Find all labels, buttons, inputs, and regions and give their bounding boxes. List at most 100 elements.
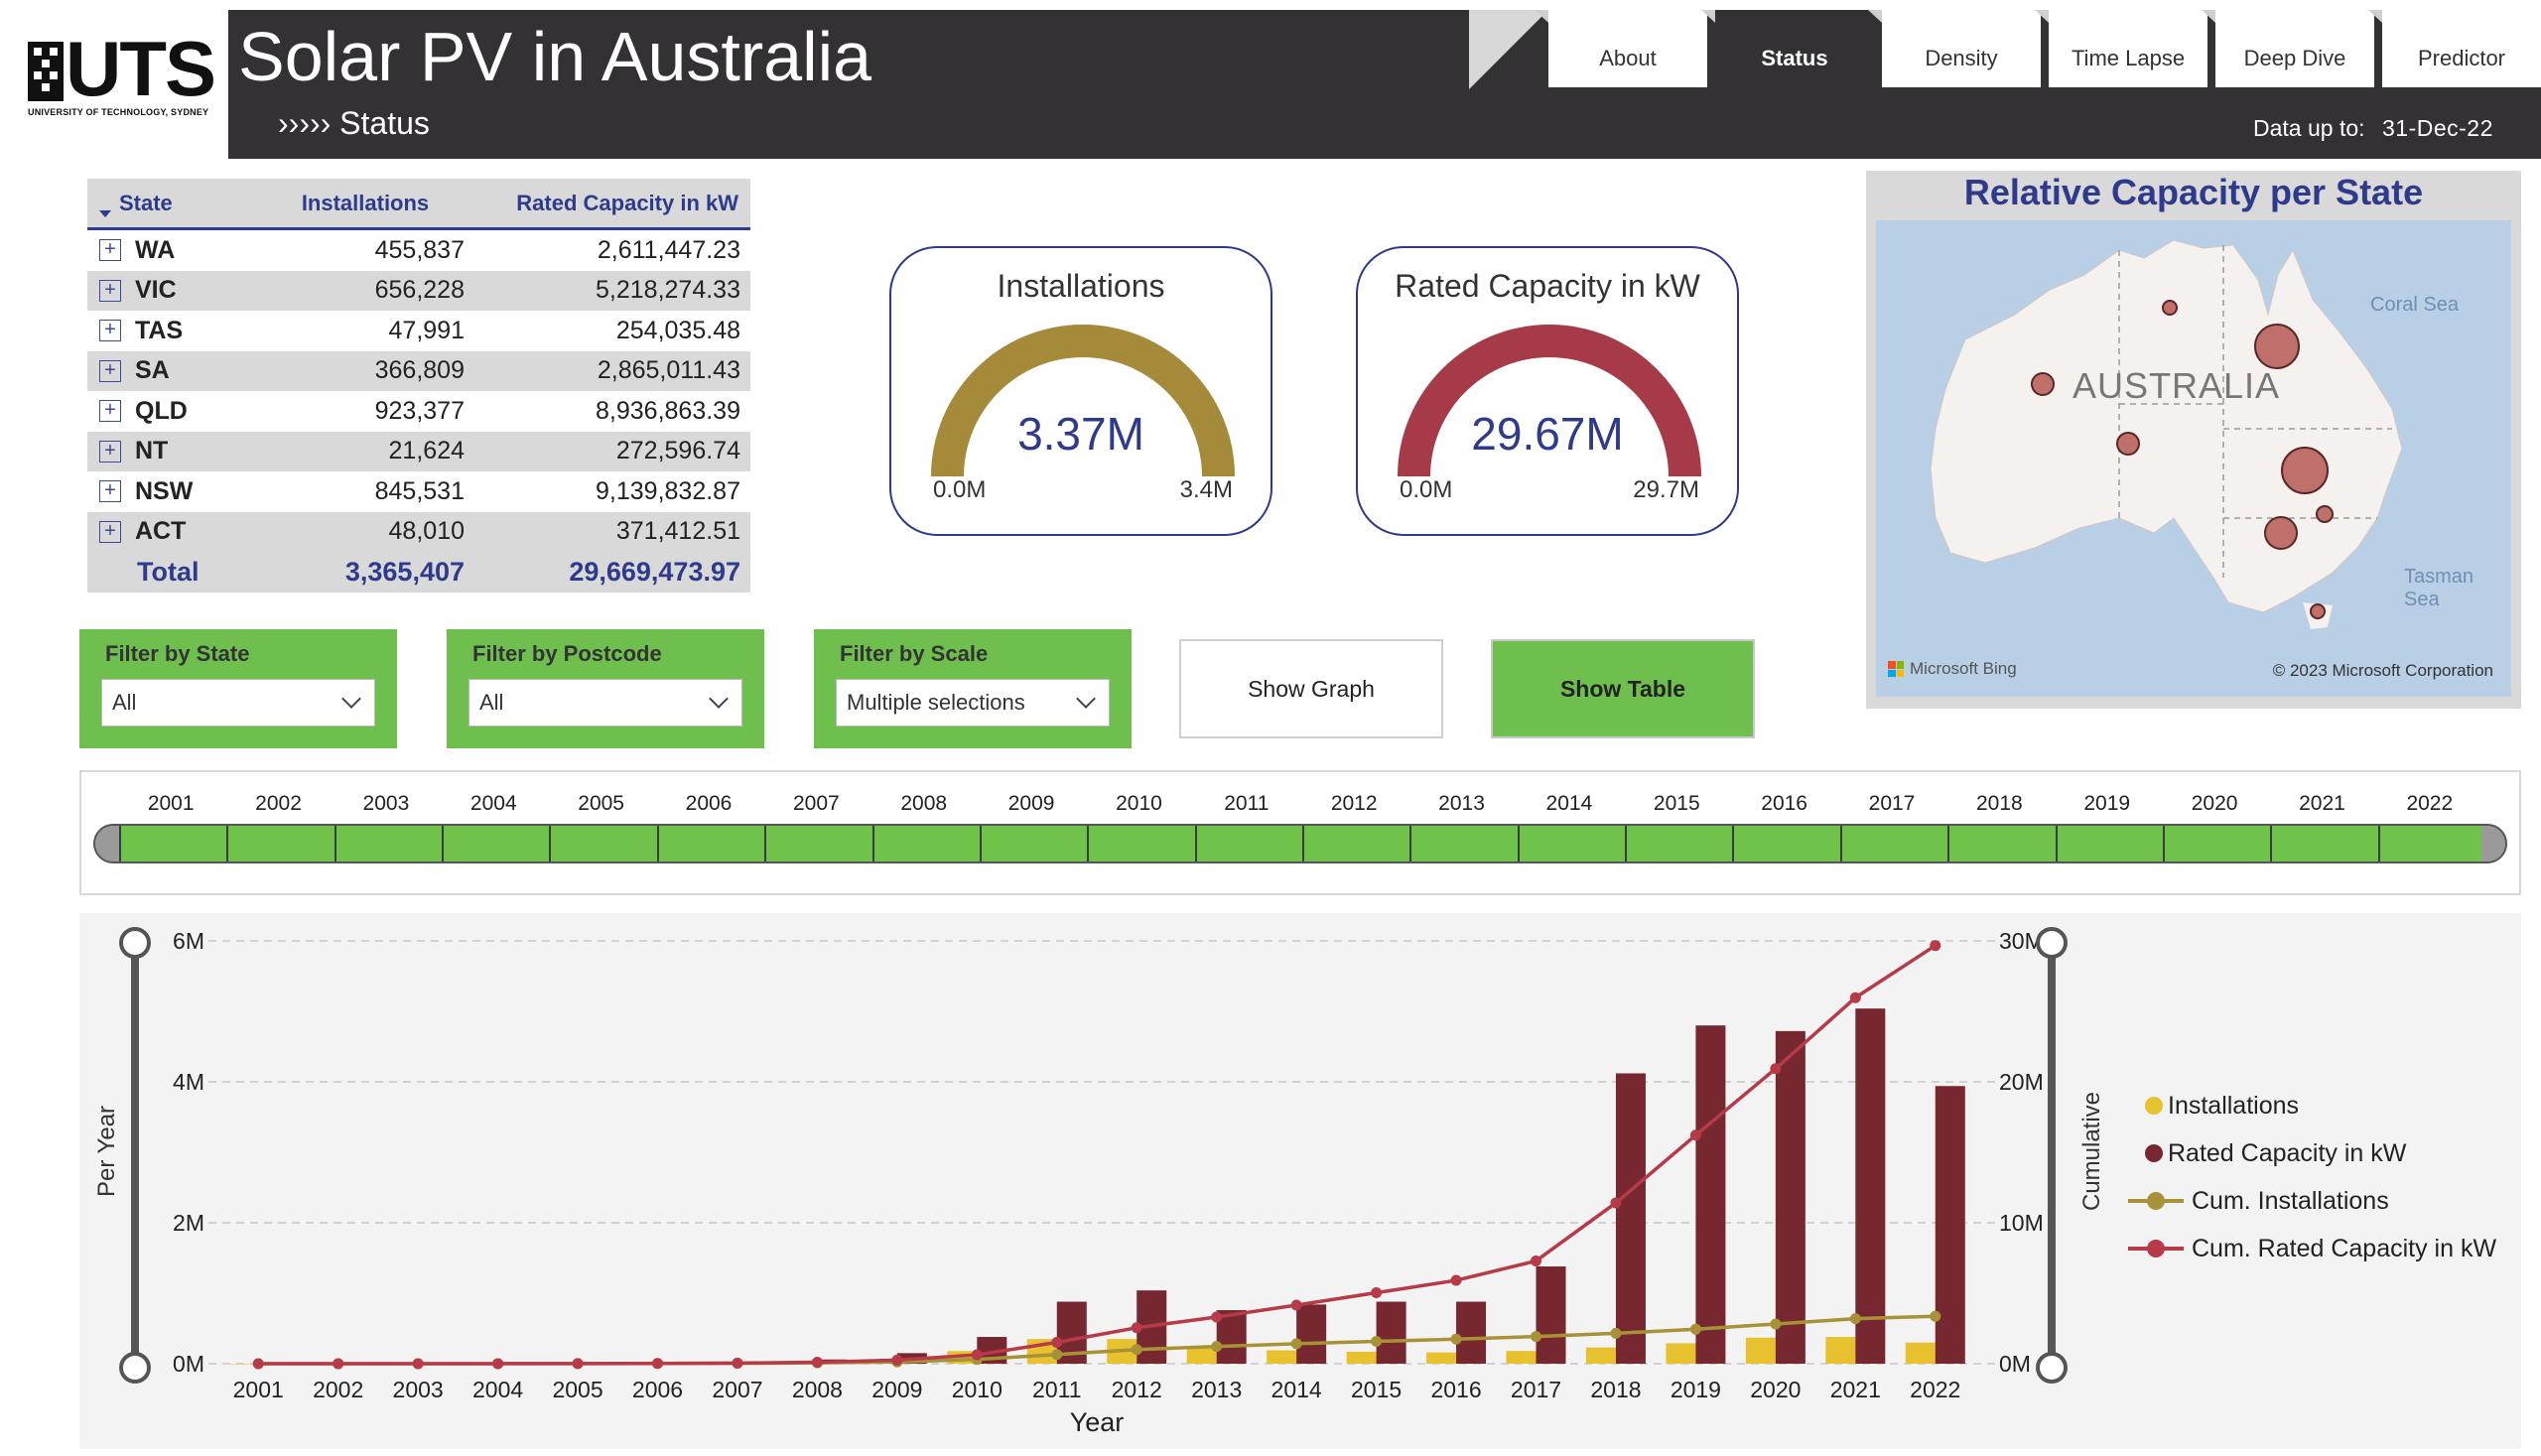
point-cum-rated-capacity-in-kw[interactable] bbox=[1610, 1197, 1622, 1209]
slicer-year-cell[interactable] bbox=[549, 826, 656, 861]
bar-rated-capacity-in-kw[interactable] bbox=[1536, 1266, 1566, 1364]
left-axis-range-handle-bottom[interactable] bbox=[119, 1352, 151, 1384]
legend-item[interactable]: Installations bbox=[2144, 1082, 2496, 1129]
slicer-start-handle[interactable] bbox=[95, 826, 119, 861]
slicer-year-cell[interactable] bbox=[226, 826, 334, 861]
slicer-year-label[interactable]: 2012 bbox=[1330, 792, 1378, 815]
slicer-year-cell[interactable] bbox=[1302, 826, 1409, 861]
filter-postcode-dropdown[interactable]: All bbox=[468, 679, 742, 727]
point-cum-rated-capacity-in-kw[interactable] bbox=[1290, 1299, 1302, 1311]
expand-icon[interactable]: + bbox=[99, 520, 121, 543]
point-cum-rated-capacity-in-kw[interactable] bbox=[652, 1358, 663, 1370]
bar-rated-capacity-in-kw[interactable] bbox=[1695, 1025, 1726, 1364]
slicer-year-cell[interactable] bbox=[2055, 826, 2163, 861]
map-bubble-nsw[interactable] bbox=[2281, 447, 2329, 494]
point-cum-installations[interactable] bbox=[1211, 1341, 1223, 1353]
slicer-year-cell[interactable] bbox=[979, 826, 1087, 861]
slicer-year-cell[interactable] bbox=[1947, 826, 2055, 861]
slicer-year-label[interactable]: 2001 bbox=[147, 792, 195, 815]
slicer-year-label[interactable]: 2020 bbox=[2191, 792, 2238, 815]
point-cum-installations[interactable] bbox=[1610, 1327, 1622, 1339]
table-row[interactable]: + VIC 656,228 5,218,274.33 bbox=[87, 270, 750, 311]
right-axis-range-handle-bottom[interactable] bbox=[2036, 1352, 2068, 1384]
point-cum-rated-capacity-in-kw[interactable] bbox=[412, 1358, 424, 1370]
bar-installations[interactable] bbox=[1585, 1347, 1616, 1364]
slicer-year-cell[interactable] bbox=[1194, 826, 1302, 861]
slicer-year-cell[interactable] bbox=[2162, 826, 2270, 861]
bar-rated-capacity-in-kw[interactable] bbox=[1296, 1304, 1327, 1364]
map-bubble-sa[interactable] bbox=[2116, 432, 2140, 456]
tab-status[interactable]: Status bbox=[1715, 10, 1874, 87]
tab-density[interactable]: Density bbox=[1882, 10, 2041, 87]
bar-rated-capacity-in-kw[interactable] bbox=[1456, 1301, 1487, 1364]
expand-icon[interactable]: + bbox=[99, 279, 121, 302]
table-row[interactable]: + SA 366,809 2,865,011.43 bbox=[87, 350, 750, 391]
point-cum-rated-capacity-in-kw[interactable] bbox=[1131, 1322, 1142, 1334]
point-cum-rated-capacity-in-kw[interactable] bbox=[1531, 1255, 1541, 1266]
slicer-year-label[interactable]: 2003 bbox=[362, 792, 410, 815]
right-axis-range-handle-top[interactable] bbox=[2036, 927, 2068, 959]
slicer-year-cell[interactable] bbox=[2270, 826, 2377, 861]
bar-rated-capacity-in-kw[interactable] bbox=[1855, 1008, 1886, 1364]
bar-installations[interactable] bbox=[1426, 1352, 1457, 1364]
slicer-year-label[interactable]: 2002 bbox=[255, 792, 302, 815]
legend-item[interactable]: Rated Capacity in kW bbox=[2144, 1129, 2496, 1177]
bar-rated-capacity-in-kw[interactable] bbox=[1376, 1301, 1406, 1364]
point-cum-installations[interactable] bbox=[1849, 1313, 1861, 1325]
bar-installations[interactable] bbox=[1905, 1342, 1936, 1364]
slicer-year-cell[interactable] bbox=[334, 826, 442, 861]
point-cum-installations[interactable] bbox=[1689, 1323, 1701, 1335]
point-cum-rated-capacity-in-kw[interactable] bbox=[891, 1354, 903, 1366]
point-cum-installations[interactable] bbox=[1450, 1333, 1462, 1345]
bar-rated-capacity-in-kw[interactable] bbox=[1775, 1030, 1805, 1364]
point-cum-rated-capacity-in-kw[interactable] bbox=[492, 1358, 504, 1370]
filter-state-dropdown[interactable]: All bbox=[101, 679, 375, 727]
slicer-year-label[interactable]: 2019 bbox=[2083, 792, 2131, 815]
expand-icon[interactable]: + bbox=[99, 359, 121, 382]
slicer-year-label[interactable]: 2014 bbox=[1545, 792, 1593, 815]
slicer-year-label[interactable]: 2011 bbox=[1224, 792, 1270, 815]
bar-installations[interactable] bbox=[1666, 1343, 1696, 1364]
point-cum-rated-capacity-in-kw[interactable] bbox=[252, 1358, 264, 1370]
bar-installations[interactable] bbox=[228, 1363, 259, 1365]
slicer-year-label[interactable]: 2022 bbox=[2406, 792, 2454, 815]
bar-installations[interactable] bbox=[1506, 1351, 1537, 1364]
slicer-year-label[interactable]: 2016 bbox=[1761, 792, 1807, 815]
point-cum-rated-capacity-in-kw[interactable] bbox=[1051, 1337, 1063, 1349]
expand-icon[interactable]: + bbox=[99, 239, 121, 262]
table-row[interactable]: + TAS 47,991 254,035.48 bbox=[87, 311, 750, 351]
slicer-year-cell[interactable] bbox=[871, 826, 980, 861]
slicer-year-cell[interactable] bbox=[1625, 826, 1732, 861]
expand-icon[interactable]: + bbox=[99, 400, 121, 423]
tab-deep-dive[interactable]: Deep Dive bbox=[2215, 10, 2374, 87]
slicer-year-label[interactable]: 2013 bbox=[1438, 792, 1485, 815]
filter-scale-dropdown[interactable]: Multiple selections bbox=[836, 679, 1110, 727]
show-table-button[interactable]: Show Table bbox=[1491, 639, 1755, 738]
table-row[interactable]: + WA 455,837 2,611,447.23 bbox=[87, 230, 750, 271]
col-header-state[interactable]: State bbox=[119, 190, 173, 215]
show-graph-button[interactable]: Show Graph bbox=[1179, 639, 1443, 738]
left-axis-range-handle-top[interactable] bbox=[119, 927, 151, 959]
slicer-year-label[interactable]: 2007 bbox=[793, 792, 840, 815]
legend-item[interactable]: Cum. Installations bbox=[2128, 1177, 2496, 1225]
year-slicer-track[interactable] bbox=[93, 824, 2507, 863]
map-bubble-wa[interactable] bbox=[2031, 372, 2055, 396]
slicer-year-label[interactable]: 2009 bbox=[1007, 792, 1055, 815]
map-bubble-tas[interactable] bbox=[2310, 603, 2326, 619]
point-cum-rated-capacity-in-kw[interactable] bbox=[1211, 1311, 1223, 1323]
bar-rated-capacity-in-kw[interactable] bbox=[1935, 1086, 1965, 1364]
slicer-year-label[interactable]: 2004 bbox=[469, 792, 517, 815]
table-row[interactable]: + NT 21,624 272,596.74 bbox=[87, 431, 750, 471]
expand-icon[interactable]: + bbox=[99, 480, 121, 503]
slicer-year-cell[interactable] bbox=[656, 826, 764, 861]
col-header-installations[interactable]: Installations bbox=[301, 190, 430, 215]
point-cum-rated-capacity-in-kw[interactable] bbox=[333, 1358, 344, 1370]
slicer-year-cell[interactable] bbox=[1517, 826, 1625, 861]
slicer-year-label[interactable]: 2017 bbox=[1868, 792, 1916, 815]
map-bubble-qld[interactable] bbox=[2254, 324, 2300, 369]
point-cum-installations[interactable] bbox=[1371, 1335, 1383, 1347]
tab-time-lapse[interactable]: Time Lapse bbox=[2049, 10, 2207, 87]
expand-icon[interactable]: + bbox=[99, 440, 121, 463]
table-row[interactable]: + NSW 845,531 9,139,832.87 bbox=[87, 471, 750, 512]
bar-rated-capacity-in-kw[interactable] bbox=[1615, 1073, 1646, 1364]
